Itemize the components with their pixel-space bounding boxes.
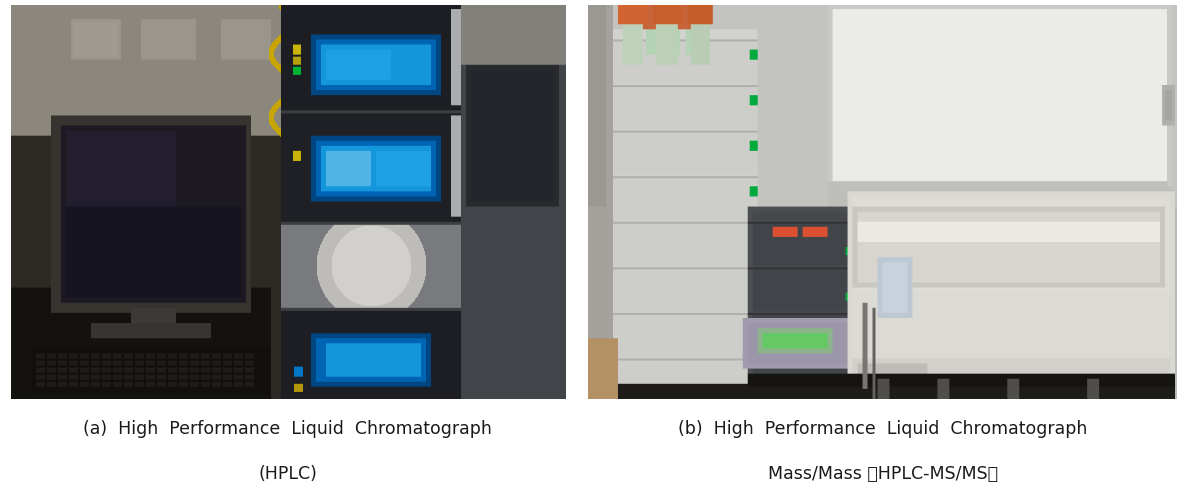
Text: (HPLC): (HPLC) [258,465,317,483]
Text: (a)  High  Performance  Liquid  Chromatograph: (a) High Performance Liquid Chromatograp… [83,420,493,438]
Text: Mass/Mass （HPLC-MS/MS）: Mass/Mass （HPLC-MS/MS） [767,465,998,483]
Text: (b)  High  Performance  Liquid  Chromatograph: (b) High Performance Liquid Chromatograp… [678,420,1087,438]
